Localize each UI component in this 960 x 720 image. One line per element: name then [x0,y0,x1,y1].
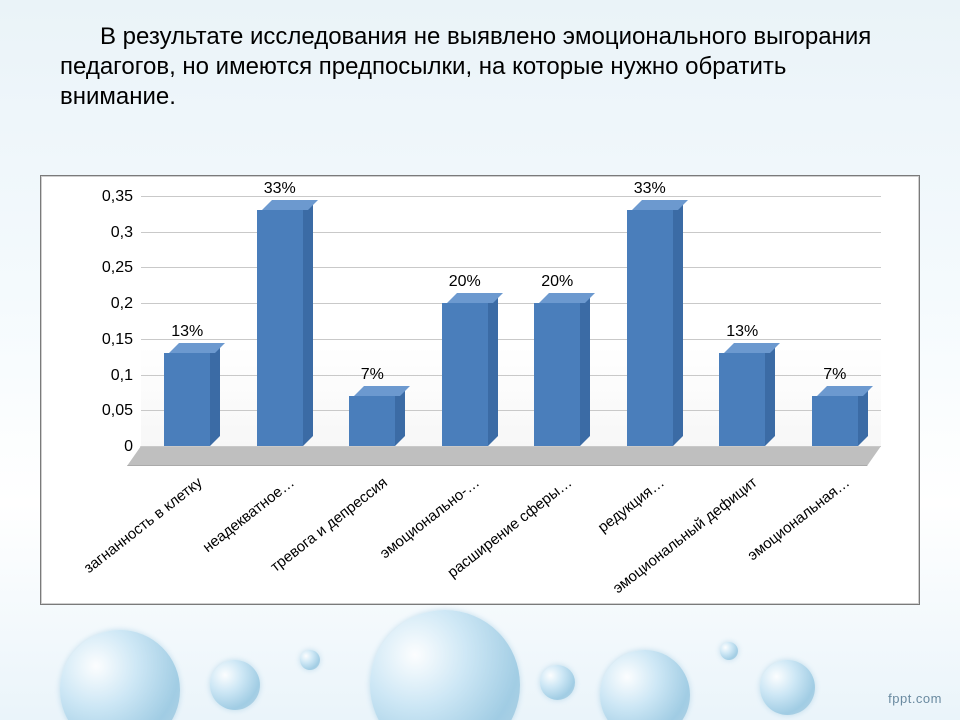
data-label: 13% [171,323,203,341]
x-axis-label: эмоциональная… [745,474,854,564]
y-tick-label: 0,05 [102,402,141,420]
y-tick-label: 0,15 [102,331,141,349]
chart-frame: 0 0,05 0,1 0,15 0,2 0,25 0,3 0,35 13% 33% 7% 20% 20… [40,175,920,605]
bar: 7% [812,396,858,446]
x-axis-label: редукция… [595,474,668,536]
data-label: 33% [264,180,296,198]
slide: В результате исследования не выявлено эм… [0,0,960,720]
y-tick-label: 0,25 [102,259,141,277]
bar: 13% [719,353,765,446]
bar: 13% [164,353,210,446]
x-axis-labels: загнанность в клеткунеадекватное…тревога… [141,468,881,598]
watermark: fppt.com [888,691,942,706]
x-axis-label: неадекватное… [200,474,298,556]
bar: 33% [627,210,673,446]
gridline: 0 [141,446,881,447]
data-label: 13% [726,323,758,341]
bars-container: 13% 33% 7% 20% 20% 33% 13% 7% [141,196,881,446]
bar: 7% [349,396,395,446]
y-tick-label: 0,2 [111,295,141,313]
bar: 33% [257,210,303,446]
y-tick-label: 0,35 [102,188,141,206]
data-label: 7% [823,366,846,384]
description-paragraph: В результате исследования не выявлено эм… [60,22,900,112]
chart-floor [127,446,881,466]
data-label: 33% [634,180,666,198]
x-axis-label: загнанность в клетку [81,474,206,577]
data-label: 20% [541,273,573,291]
bar: 20% [534,303,580,446]
data-label: 7% [361,366,384,384]
bar: 20% [442,303,488,446]
y-tick-label: 0,1 [111,367,141,385]
y-tick-label: 0,3 [111,224,141,242]
data-label: 20% [449,273,481,291]
y-tick-label: 0 [124,438,141,456]
plot-area: 00,050,10,150,20,250,30,35 13%33%7%20%20… [141,196,881,446]
